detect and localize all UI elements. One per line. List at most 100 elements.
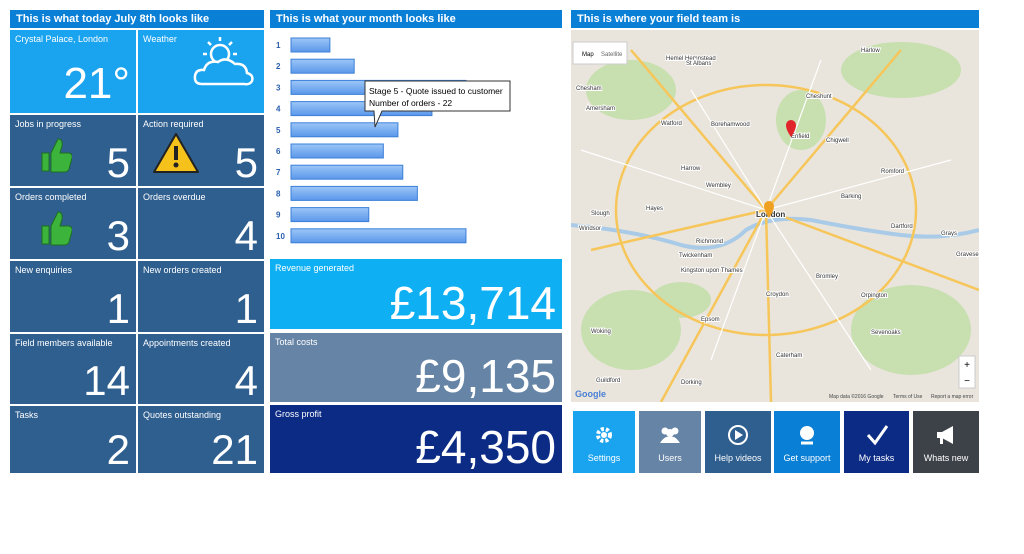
map-label: Windsor xyxy=(579,226,601,232)
map-label: Croydon xyxy=(766,292,789,298)
bar[interactable] xyxy=(290,185,418,201)
nav-icon xyxy=(800,426,814,445)
map-type-control[interactable] xyxy=(572,41,628,65)
tile-value: 4 xyxy=(234,357,258,404)
map-label: Watford xyxy=(661,121,682,127)
map-label: Sevenoaks xyxy=(871,330,901,336)
bar[interactable] xyxy=(290,143,384,159)
tooltip-box xyxy=(364,80,511,128)
map-button[interactable]: Satellite xyxy=(601,52,623,58)
category-label: 6 xyxy=(276,147,281,156)
warning-icon xyxy=(153,133,199,173)
stat-tile: Orders overdue 4 xyxy=(138,188,264,259)
revenue-value: £13,714 xyxy=(389,277,556,329)
tooltip-title: Stage 5 - Quote issued to customer xyxy=(369,86,503,96)
stat-tile: New orders created 1 xyxy=(138,261,264,332)
thumbs-up-icon xyxy=(41,211,72,246)
bar[interactable] xyxy=(290,207,370,223)
nav-button[interactable]: My tasks xyxy=(844,411,909,473)
map-label: Borehamwood xyxy=(711,122,750,128)
tile-label: Total costs xyxy=(275,337,318,347)
map-report[interactable]: Report a map error xyxy=(931,394,974,400)
map-label: Hemel Hempstead xyxy=(666,56,716,62)
nav-label: Whats new xyxy=(923,453,969,463)
tile-value: 21 xyxy=(211,426,258,473)
zoom-control[interactable] xyxy=(958,355,976,389)
field-pin[interactable] xyxy=(764,201,774,218)
map-label: Gravesend xyxy=(956,252,979,258)
map-label: Chigwell xyxy=(826,138,849,144)
map-label: Kingston upon Thames xyxy=(681,268,743,274)
nav-icon xyxy=(596,427,612,443)
tile-label: Crystal Palace, London xyxy=(15,34,109,44)
stat-tile: Jobs in progress 5 xyxy=(10,115,136,186)
bar[interactable] xyxy=(290,37,331,53)
category-label: 3 xyxy=(276,83,281,92)
bar[interactable] xyxy=(290,228,467,244)
motorways xyxy=(590,49,979,402)
map-label: Epsom xyxy=(701,317,720,323)
tile-label: Tasks xyxy=(15,410,39,420)
nav-button[interactable]: Settings xyxy=(573,411,635,473)
map-button[interactable]: Map xyxy=(582,52,594,58)
field-pin[interactable] xyxy=(786,120,796,137)
tile-value: 3 xyxy=(106,212,130,259)
tile-value: 1 xyxy=(106,285,130,332)
map-label: Bromley xyxy=(816,274,838,280)
map-label: Orpington xyxy=(861,293,887,299)
map-label: Slough xyxy=(591,211,610,217)
category-label: 8 xyxy=(276,189,281,198)
nav-label: Settings xyxy=(587,453,621,463)
map-label: Twickenham xyxy=(679,253,712,259)
nav-label: My tasks xyxy=(858,453,895,463)
tile-label: Revenue generated xyxy=(275,263,355,273)
panel-header: This is what today July 8th looks like xyxy=(10,10,264,28)
panel-header: This is where your field team is xyxy=(571,10,979,28)
tile-value: 2 xyxy=(106,426,130,473)
bar[interactable] xyxy=(290,58,355,74)
bar[interactable] xyxy=(290,122,399,138)
tile-label: New orders created xyxy=(143,265,222,275)
nav-icon xyxy=(728,425,748,445)
nav-label: Users xyxy=(658,453,682,463)
zoom-out[interactable]: − xyxy=(964,376,970,387)
profit-tile: Gross profit £4,350 xyxy=(270,405,562,473)
location-tile: Crystal Palace, London 21° xyxy=(10,30,136,113)
nav-button[interactable]: Whats new xyxy=(913,411,979,473)
map-label: Cheshunt xyxy=(806,94,832,100)
category-label: 5 xyxy=(276,126,281,135)
nav-button[interactable]: Users xyxy=(639,411,701,473)
thumbs-up-icon xyxy=(41,138,72,173)
tile-value: 1 xyxy=(234,285,258,332)
tile-label: Jobs in progress xyxy=(15,119,82,129)
costs-value: £9,135 xyxy=(415,350,556,402)
map-label: Guildford xyxy=(596,378,620,384)
stat-tile: Tasks 2 xyxy=(10,406,136,473)
zoom-in[interactable]: + xyxy=(964,360,970,371)
tile-label: New enquiries xyxy=(15,265,73,275)
map-label: Harlow xyxy=(861,48,880,54)
map-label: Grays xyxy=(941,231,957,237)
tile-label: Field members available xyxy=(15,338,113,348)
stat-tile: Action required 5 xyxy=(138,115,264,186)
nav-button[interactable]: Help videos xyxy=(705,411,771,473)
bar[interactable] xyxy=(290,164,404,180)
profit-value: £4,350 xyxy=(415,421,556,473)
map-label: Richmond xyxy=(696,239,723,245)
tooltip: Stage 5 - Quote issued to customer Number… xyxy=(364,80,511,128)
map-label: Dartford xyxy=(891,224,913,230)
map-terms[interactable]: Terms of Use xyxy=(893,394,923,400)
nav-button[interactable]: Get support xyxy=(774,411,840,473)
tile-value: 5 xyxy=(106,139,130,186)
category-label: 1 xyxy=(276,41,281,50)
nav-label: Get support xyxy=(783,453,831,463)
category-label: 2 xyxy=(276,62,281,71)
tile-label: Orders completed xyxy=(15,192,87,202)
panel-header: This is what your month looks like xyxy=(270,10,562,28)
map-label: Romford xyxy=(881,169,904,175)
map-label: Barking xyxy=(841,194,861,200)
tile-label: Quotes outstanding xyxy=(143,410,222,420)
river xyxy=(571,216,979,250)
map-label: Woking xyxy=(591,329,611,335)
